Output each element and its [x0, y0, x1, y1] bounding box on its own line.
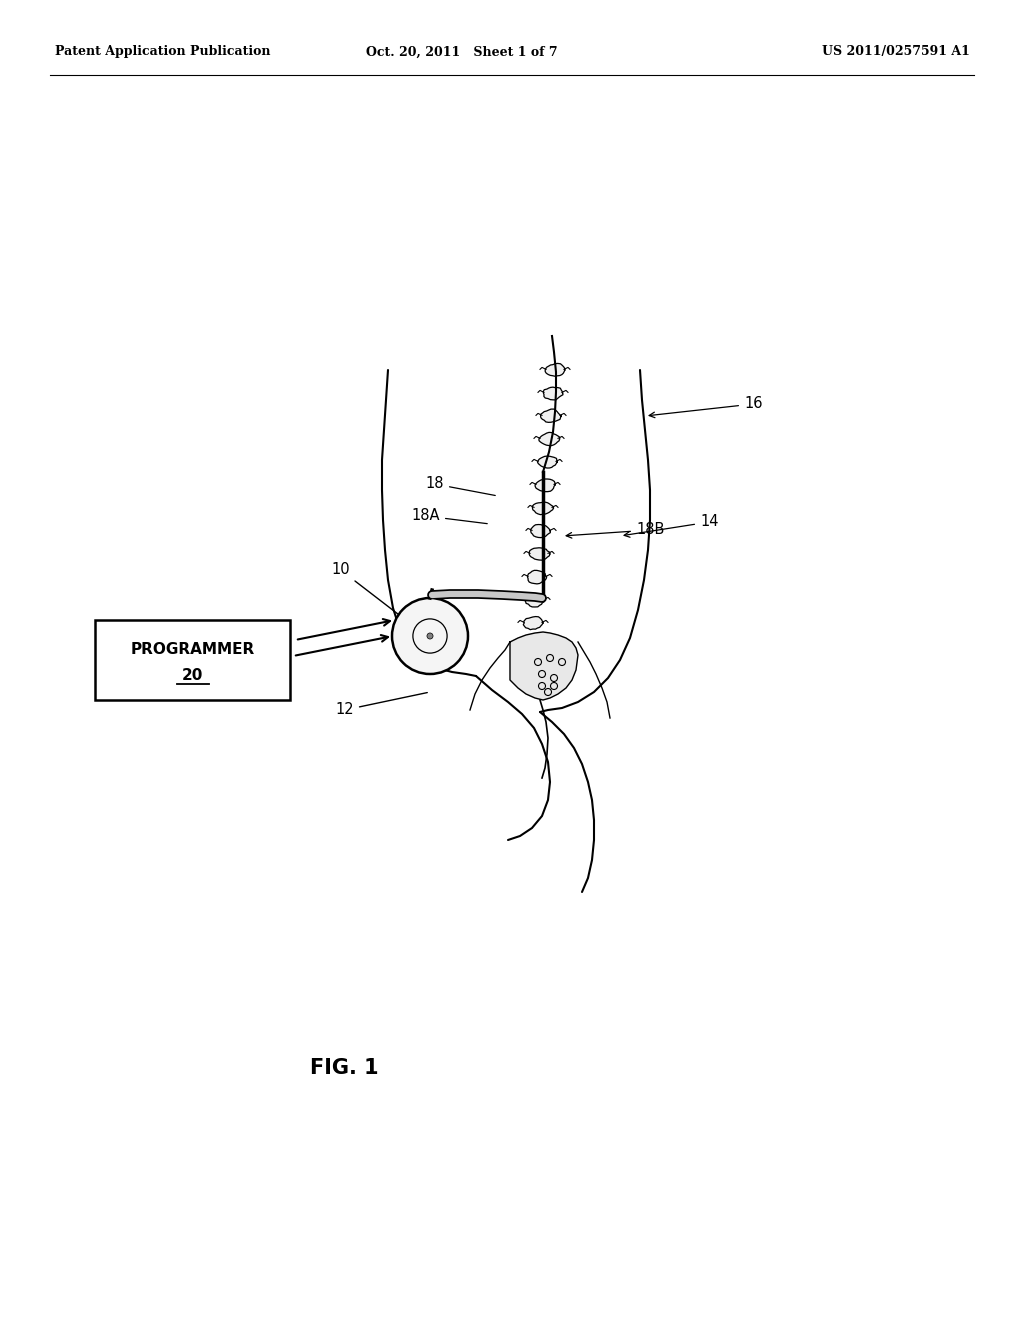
Polygon shape	[545, 363, 565, 376]
Text: 18A: 18A	[412, 508, 487, 524]
Text: Oct. 20, 2011   Sheet 1 of 7: Oct. 20, 2011 Sheet 1 of 7	[367, 45, 558, 58]
Text: 10: 10	[332, 562, 417, 628]
Text: US 2011/0257591 A1: US 2011/0257591 A1	[822, 45, 970, 58]
Bar	[95, 620, 290, 700]
Text: 18B: 18B	[566, 523, 665, 539]
Polygon shape	[524, 594, 546, 607]
Text: 20: 20	[182, 668, 203, 684]
Text: PROGRAMMER: PROGRAMMER	[130, 642, 255, 657]
Polygon shape	[532, 502, 553, 515]
Polygon shape	[530, 524, 550, 537]
Polygon shape	[529, 548, 550, 560]
Circle shape	[427, 634, 433, 639]
Polygon shape	[510, 632, 578, 700]
Text: 18: 18	[426, 477, 496, 495]
Text: 16: 16	[649, 396, 763, 417]
Polygon shape	[536, 479, 555, 491]
Polygon shape	[527, 570, 547, 583]
Polygon shape	[539, 433, 560, 446]
Text: 14: 14	[624, 515, 719, 537]
Text: 12: 12	[336, 693, 427, 718]
Text: Patent Application Publication: Patent Application Publication	[55, 45, 270, 58]
Polygon shape	[544, 387, 563, 400]
Circle shape	[392, 598, 468, 675]
Polygon shape	[538, 457, 557, 469]
Text: FIG. 1: FIG. 1	[310, 1059, 379, 1078]
Polygon shape	[523, 616, 543, 630]
Polygon shape	[541, 409, 561, 422]
